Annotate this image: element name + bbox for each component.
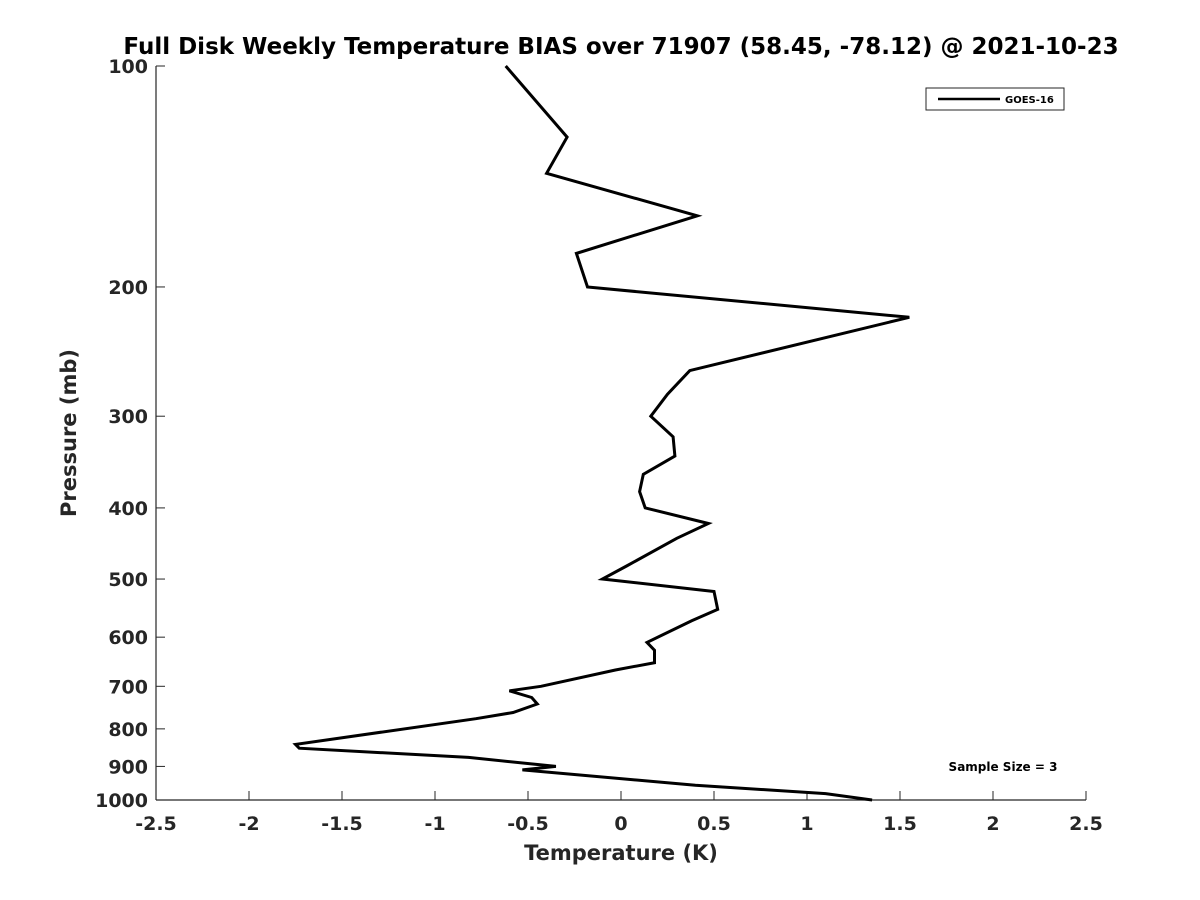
x-tick-label: 2.5 <box>1069 813 1103 835</box>
x-ticks: -2.5 -2 -1.5 -1 -0.5 0 0.5 1 1.5 2 2.5 <box>135 791 1103 835</box>
legend: GOES-16 <box>925 87 1065 111</box>
x-tick-label: -1.5 <box>321 813 363 835</box>
series-line-goes-16 <box>292 65 910 802</box>
y-tick-label: 100 <box>108 56 148 78</box>
x-tick-label: 0.5 <box>697 813 731 835</box>
y-tick-label: 500 <box>108 569 148 591</box>
x-axis-label: Temperature (K) <box>524 841 718 865</box>
chart-title: Full Disk Weekly Temperature BIAS over 7… <box>123 34 1118 60</box>
y-tick-label: 200 <box>108 277 148 299</box>
x-tick-label: 0 <box>614 813 627 835</box>
y-tick-label: 1000 <box>95 790 148 812</box>
y-tick-label: 400 <box>108 498 148 520</box>
y-ticks: 100 200 300 400 500 600 700 800 900 1000 <box>95 56 165 812</box>
x-tick-label: 1 <box>800 813 813 835</box>
y-tick-label: 700 <box>108 676 148 698</box>
y-tick-label: 900 <box>108 756 148 778</box>
series-layer <box>292 65 910 802</box>
x-tick-label: 1.5 <box>883 813 917 835</box>
legend-label-goes-16: GOES-16 <box>1005 95 1054 106</box>
x-tick-label: -2.5 <box>135 813 177 835</box>
y-tick-label: 600 <box>108 627 148 649</box>
y-tick-label: 300 <box>108 406 148 428</box>
plot-area: -2.5 -2 -1.5 -1 -0.5 0 0.5 1 1.5 2 2.5 100 200 300 40… <box>95 56 1103 835</box>
x-tick-label: -2 <box>238 813 259 835</box>
x-tick-label: -0.5 <box>507 813 549 835</box>
x-tick-label: 2 <box>986 813 999 835</box>
sample-size-annotation: Sample Size = 3 <box>949 760 1058 774</box>
x-tick-label: -1 <box>424 813 445 835</box>
y-tick-label: 800 <box>108 719 148 741</box>
y-axis-label: Pressure (mb) <box>57 349 81 517</box>
